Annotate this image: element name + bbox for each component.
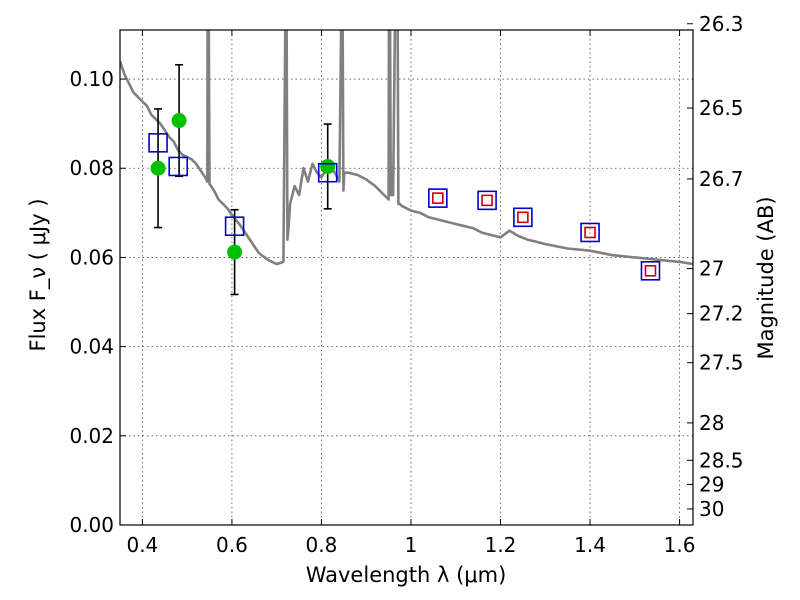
x-tick-label: 0.6 xyxy=(216,533,248,557)
x-axis-label: Wavelength λ (μm) xyxy=(306,563,507,587)
model-point xyxy=(580,222,600,243)
model-point xyxy=(513,207,533,228)
model-point-inner xyxy=(584,226,596,239)
model-point-inner xyxy=(644,265,657,277)
y-tick-label: 0.10 xyxy=(69,67,114,91)
y-tick-label: 0.02 xyxy=(69,424,114,448)
y-tick-label: 0.08 xyxy=(69,156,114,180)
model-point xyxy=(148,133,168,153)
right-tick-label: 28.5 xyxy=(699,448,744,472)
model-point-inner xyxy=(432,192,444,204)
x-tick-label: 1.6 xyxy=(664,533,696,557)
right-tick-label: 27 xyxy=(699,257,724,281)
right-tick-label: 30 xyxy=(699,497,724,521)
plot-background xyxy=(120,30,693,525)
right-axis-label: Magnitude (AB) xyxy=(754,196,778,359)
y-tick-label: 0.00 xyxy=(69,513,114,537)
x-tick-label: 1 xyxy=(405,533,418,557)
x-tick-label: 1.2 xyxy=(485,533,517,557)
model-point xyxy=(477,190,497,211)
plot-frame xyxy=(119,29,694,526)
right-tick-label: 29 xyxy=(699,472,724,496)
right-tick-label: 26.5 xyxy=(699,96,744,120)
x-tick-label: 1.4 xyxy=(574,533,606,557)
x-tick-label: 0.8 xyxy=(306,533,338,557)
right-tick-label: 28 xyxy=(699,411,724,435)
y-tick-label: 0.04 xyxy=(69,335,114,359)
right-tick-label: 26.7 xyxy=(699,167,744,191)
right-tick-label: 27.2 xyxy=(699,302,744,326)
right-tick-label: 27.5 xyxy=(699,351,744,375)
right-tick-label: 26.3 xyxy=(699,12,744,36)
x-tick-label: 0.4 xyxy=(126,533,158,557)
y-tick-label: 0.06 xyxy=(69,245,114,269)
model-point xyxy=(317,162,338,183)
observed-point xyxy=(227,244,243,260)
observed-point xyxy=(320,158,336,174)
model-point xyxy=(224,216,245,237)
model-point xyxy=(168,156,188,177)
observed-point xyxy=(171,113,187,129)
markers-layer xyxy=(148,63,661,296)
x-axis-ticks: 0.4 0.6 0.8 1 1.2 1.4 1.6 xyxy=(126,30,695,557)
model-point-inner xyxy=(481,194,493,207)
y-axis-label: Flux F_ν ( μJy ) xyxy=(26,198,51,351)
grid-lines xyxy=(120,30,693,525)
model-point-inner xyxy=(517,211,529,224)
model-point xyxy=(428,188,448,208)
model-point xyxy=(640,261,661,281)
y-axis-ticks: 0.00 0.02 0.04 0.06 0.08 0.10 xyxy=(69,67,126,537)
observed-point xyxy=(150,160,166,176)
